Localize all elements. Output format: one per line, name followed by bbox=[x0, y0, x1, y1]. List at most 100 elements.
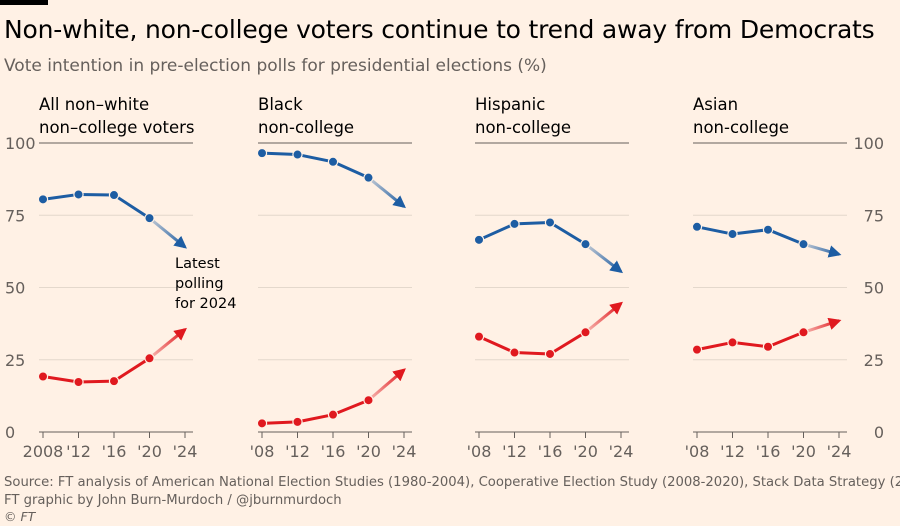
x-tick-label: '20 bbox=[791, 442, 816, 461]
y-tick-label-left: 25 bbox=[5, 351, 25, 370]
panel-title: non-college bbox=[693, 118, 789, 137]
series-line bbox=[42, 192, 151, 220]
data-point bbox=[580, 327, 591, 338]
x-tick-label: '20 bbox=[356, 442, 381, 461]
data-point bbox=[580, 238, 591, 250]
y-tick-label-right: 100 bbox=[853, 134, 884, 153]
brand-bar bbox=[0, 0, 48, 5]
x-tick-label: '20 bbox=[573, 442, 598, 461]
panel: Asian non-college '08 '12 '16 '20 '24 bbox=[685, 95, 852, 461]
chart-title: Non-white, non-college voters continue t… bbox=[4, 15, 875, 44]
y-tick-label-right: 75 bbox=[864, 206, 884, 225]
y-tick-label-left: 100 bbox=[5, 134, 36, 153]
data-point bbox=[73, 376, 84, 388]
data-point bbox=[108, 189, 120, 201]
panel-title: Black bbox=[258, 95, 303, 114]
series-line bbox=[478, 220, 587, 246]
data-point bbox=[327, 409, 339, 420]
y-tick-label-right: 50 bbox=[864, 279, 884, 298]
data-point bbox=[727, 337, 738, 348]
data-point bbox=[798, 238, 809, 250]
x-tick-label: '16 bbox=[321, 442, 346, 461]
data-point bbox=[37, 194, 49, 205]
projection-arrow bbox=[367, 368, 406, 402]
y-tick-label-left: 0 bbox=[5, 423, 15, 442]
x-tick-label: '24 bbox=[173, 442, 198, 461]
x-tick-label: '24 bbox=[827, 442, 852, 461]
data-point bbox=[727, 228, 738, 240]
annotation-text: polling bbox=[175, 276, 224, 292]
x-tick-label: '08 bbox=[250, 442, 275, 461]
annotation-text: for 2024 bbox=[175, 296, 236, 312]
data-point bbox=[691, 221, 703, 233]
data-point bbox=[327, 156, 339, 167]
series-line bbox=[478, 331, 587, 356]
data-point bbox=[509, 347, 520, 358]
x-tick-label: '08 bbox=[467, 442, 492, 461]
data-point bbox=[363, 172, 374, 183]
data-point bbox=[292, 149, 303, 160]
data-point bbox=[544, 217, 556, 228]
projection-arrow bbox=[584, 301, 623, 334]
y-tick-label-left: 50 bbox=[5, 279, 25, 298]
series-line bbox=[696, 330, 805, 352]
y-tick-label-right: 0 bbox=[874, 423, 884, 442]
x-tick-label: '24 bbox=[392, 442, 417, 461]
annotation-text: Latest bbox=[175, 256, 220, 272]
panel-title: non-college bbox=[258, 118, 354, 137]
data-point bbox=[762, 224, 774, 235]
panel-title: Asian bbox=[693, 95, 738, 114]
data-point bbox=[798, 327, 809, 338]
projection-arrow bbox=[584, 242, 623, 274]
x-tick-label: '16 bbox=[102, 442, 127, 461]
panel-title: All non–white bbox=[39, 95, 149, 114]
data-point bbox=[37, 371, 49, 382]
data-point bbox=[73, 189, 84, 200]
data-point bbox=[473, 234, 485, 246]
x-tick-label: '16 bbox=[756, 442, 781, 461]
data-point bbox=[144, 353, 155, 364]
x-tick-label: '20 bbox=[137, 442, 162, 461]
panel-title: non-college bbox=[475, 118, 571, 137]
data-point bbox=[292, 416, 303, 428]
x-tick-label: 2008 bbox=[23, 442, 64, 461]
y-tick-label-right: 25 bbox=[864, 351, 884, 370]
data-point bbox=[509, 218, 520, 230]
projection-arrow bbox=[803, 317, 842, 334]
data-point bbox=[544, 348, 556, 360]
series-line bbox=[42, 357, 151, 384]
x-tick-label: '12 bbox=[285, 442, 310, 461]
x-tick-label: '24 bbox=[609, 442, 634, 461]
credit-note: FT graphic by John Burn-Murdoch / @jburn… bbox=[4, 493, 342, 508]
data-point bbox=[256, 147, 268, 159]
panel: Black non-college '08 '12 '16 '20 '24 bbox=[250, 95, 417, 461]
data-point bbox=[108, 375, 120, 387]
data-point bbox=[256, 418, 268, 429]
source-note: Source: FT analysis of American National… bbox=[4, 475, 900, 490]
data-point bbox=[144, 212, 155, 224]
small-multiples-chart: 0 0 25 25 50 50 75 75 100 100 All non–white non–col… bbox=[5, 95, 884, 461]
x-tick-label: '08 bbox=[685, 442, 710, 461]
x-tick-label: '16 bbox=[538, 442, 563, 461]
panel: All non–white non–college voters 2008'12 '1… bbox=[23, 95, 237, 461]
copyright-note: © FT bbox=[4, 509, 36, 524]
projection-arrow bbox=[367, 176, 406, 209]
chart-subtitle: Vote intention in pre-election polls for… bbox=[4, 56, 547, 76]
data-point bbox=[363, 395, 374, 406]
data-point bbox=[691, 344, 703, 355]
y-tick-label-left: 75 bbox=[5, 206, 25, 225]
x-tick-label: '12 bbox=[66, 442, 91, 461]
series-line bbox=[261, 151, 370, 180]
panel-title: Hispanic bbox=[475, 95, 545, 114]
x-tick-label: '12 bbox=[502, 442, 527, 461]
x-tick-label: '12 bbox=[720, 442, 745, 461]
panel-title: non–college voters bbox=[39, 118, 194, 137]
projection-arrow bbox=[148, 327, 187, 360]
projection-arrow bbox=[803, 242, 842, 258]
data-point bbox=[762, 341, 774, 352]
projection-arrow bbox=[148, 216, 187, 249]
series-line bbox=[261, 398, 370, 425]
series-line bbox=[696, 225, 805, 246]
data-point bbox=[473, 331, 485, 342]
panel: Hispanic non-college '08 '12 '16 '20 '24 bbox=[467, 95, 634, 461]
